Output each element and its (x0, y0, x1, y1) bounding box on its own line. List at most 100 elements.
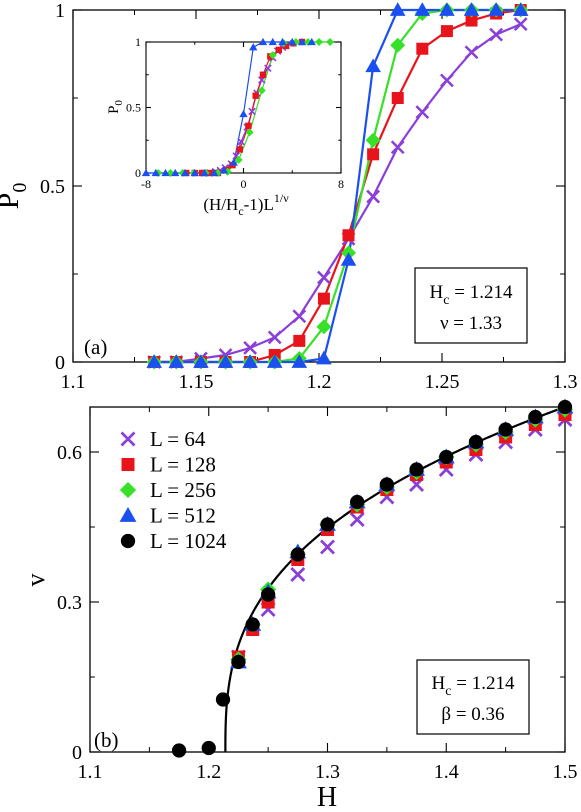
panel-a-point-L64 (489, 27, 504, 42)
panel-a-point-L64 (317, 270, 331, 285)
panel-a-point-L512 (316, 350, 332, 365)
inset-point-L128 (207, 169, 214, 177)
panel-a-point-L128 (465, 14, 478, 27)
inset-point-L64 (248, 107, 256, 116)
y-tick-label: 0.3 (57, 592, 82, 614)
panel-a-point-L512 (146, 354, 162, 368)
x-tick-label: 8 (338, 177, 344, 191)
inset-point-L256 (268, 51, 277, 60)
panel-a-inset: -8 0 800.51 P0 (H/Hc-1)L1/ν (106, 35, 344, 218)
panel-b-point-l=1024 (468, 434, 484, 450)
panel-a-point-L128 (416, 42, 429, 55)
panel-a-point-L512 (291, 354, 308, 368)
panel-a-point-L128 (342, 229, 355, 242)
inset-point-L512 (307, 37, 316, 46)
panel-a-point-L64 (292, 309, 307, 324)
legend-label-0: L = 64 (150, 427, 206, 451)
panel-a-point-L64 (267, 330, 282, 345)
panel-a-point-L512 (488, 2, 504, 16)
panel-a-point-L64 (366, 189, 381, 204)
panel-b-point-l=1024 (290, 547, 305, 562)
y-tick-label: 0.5 (40, 176, 65, 198)
inset-ylabel: P0 (106, 100, 125, 114)
x-tick-label: 1.1 (78, 761, 103, 783)
inset-point-L256 (234, 155, 243, 164)
panel-a-annotation-line2: ν = 1.33 (440, 313, 502, 334)
inset-point-L512 (151, 168, 160, 177)
panel-a-annotation-line1: Hc = 1.214 (430, 282, 513, 308)
panel-b-point-l=1024 (350, 494, 365, 510)
panel-a-point-L64 (243, 341, 258, 355)
panel-b-label: (b) (94, 728, 119, 752)
y-tick-label: 0.6 (57, 442, 82, 464)
panel-b-point-l=1024 (231, 654, 246, 670)
inset-point-L512 (190, 168, 199, 177)
panel-a-annotation: Hc = 1.214 ν = 1.33 (414, 267, 528, 344)
x-tick-label: 1.25 (425, 371, 460, 393)
panel-b-annotation-line2: β = 0.36 (441, 704, 504, 725)
panel-b-point-l=64 (320, 539, 335, 555)
panel-a-point-L512 (242, 354, 258, 368)
panel-b-point-l=1024 (215, 692, 231, 707)
inset-point-L512 (229, 158, 238, 166)
inset-point-L512 (219, 166, 229, 174)
inset-point-L128 (236, 146, 244, 153)
panel-a-ylabel: P0 (0, 183, 31, 210)
panel-b-point-l=1024 (245, 617, 260, 632)
x-tick-label: 1.15 (179, 371, 214, 393)
inset-point-L256 (326, 38, 335, 46)
panel-a-point-L128 (440, 25, 453, 38)
panel-a-line-L64 (154, 23, 522, 364)
panel-b-annotation-box (416, 659, 530, 735)
panel-a-point-L512 (439, 2, 455, 16)
legend-label-1: L = 128 (150, 453, 216, 477)
panel-b: 1.1 1.2 1.3 1.4 1.500.30.6 H v (b) L = 64L =… (21, 398, 578, 812)
x-tick-label: 1.4 (434, 761, 459, 783)
panel-a: 1.1 1.15 1.2 1.25 1.3 0 0.5 1 P0 (a) Hc = 1.214… (0, 0, 578, 393)
legend-marker-0 (120, 431, 136, 447)
y-tick-label: 1 (135, 35, 141, 49)
panel-a-point-L128 (391, 92, 404, 104)
inset-point-L256 (257, 86, 266, 95)
panel-b-series (171, 398, 574, 758)
x-tick-label: 1.5 (553, 761, 578, 783)
panel-a-point-L512 (463, 2, 480, 16)
x-tick-label: 1.1 (61, 371, 86, 393)
inset-frame (145, 41, 342, 174)
legend-marker-3 (119, 507, 137, 522)
legend-label-2: L = 256 (150, 478, 216, 502)
panel-b-point-l=1024 (201, 740, 216, 756)
inset-point-L512 (180, 168, 190, 177)
x-tick-label: 1.2 (196, 761, 221, 783)
x-tick-label: -8 (141, 177, 151, 191)
panel-a-point-L256 (316, 319, 332, 335)
inset-point-L512 (141, 168, 151, 177)
panel-a-point-L64 (415, 105, 430, 119)
x-tick-label: 1.2 (307, 371, 332, 393)
inset-point-L512 (249, 43, 258, 51)
panel-a-line-L512 (154, 8, 521, 364)
inset-point-L128 (259, 71, 267, 78)
x-tick-label: 1.3 (315, 761, 340, 783)
panel-b-point-l=1024 (557, 399, 573, 415)
inset-point-L128 (275, 46, 283, 54)
panel-a-point-L64 (464, 45, 479, 60)
panel-b-point-l=64 (349, 512, 365, 527)
panel-b-point-l=1024 (498, 422, 513, 437)
panel-b-point-l=1024 (439, 449, 454, 465)
panel-a-point-L512 (266, 354, 283, 368)
inset-point-L128 (245, 122, 252, 130)
legend-marker-4 (120, 533, 136, 549)
panel-a-point-L512 (389, 2, 406, 16)
inset-point-L64 (264, 64, 272, 72)
panel-b-ylabel: v (21, 574, 50, 587)
panel-a-point-L512 (217, 354, 234, 368)
inset-point-L512 (239, 109, 248, 118)
panel-a-point-L512 (365, 58, 381, 73)
panel-a-point-L256 (390, 37, 406, 53)
panel-b-annotation: Hc = 1.214 β = 0.36 (416, 659, 530, 735)
legend-label-3: L = 512 (150, 504, 216, 528)
inset-point-L512 (258, 37, 268, 46)
panel-b-point-l=1024 (320, 517, 335, 532)
